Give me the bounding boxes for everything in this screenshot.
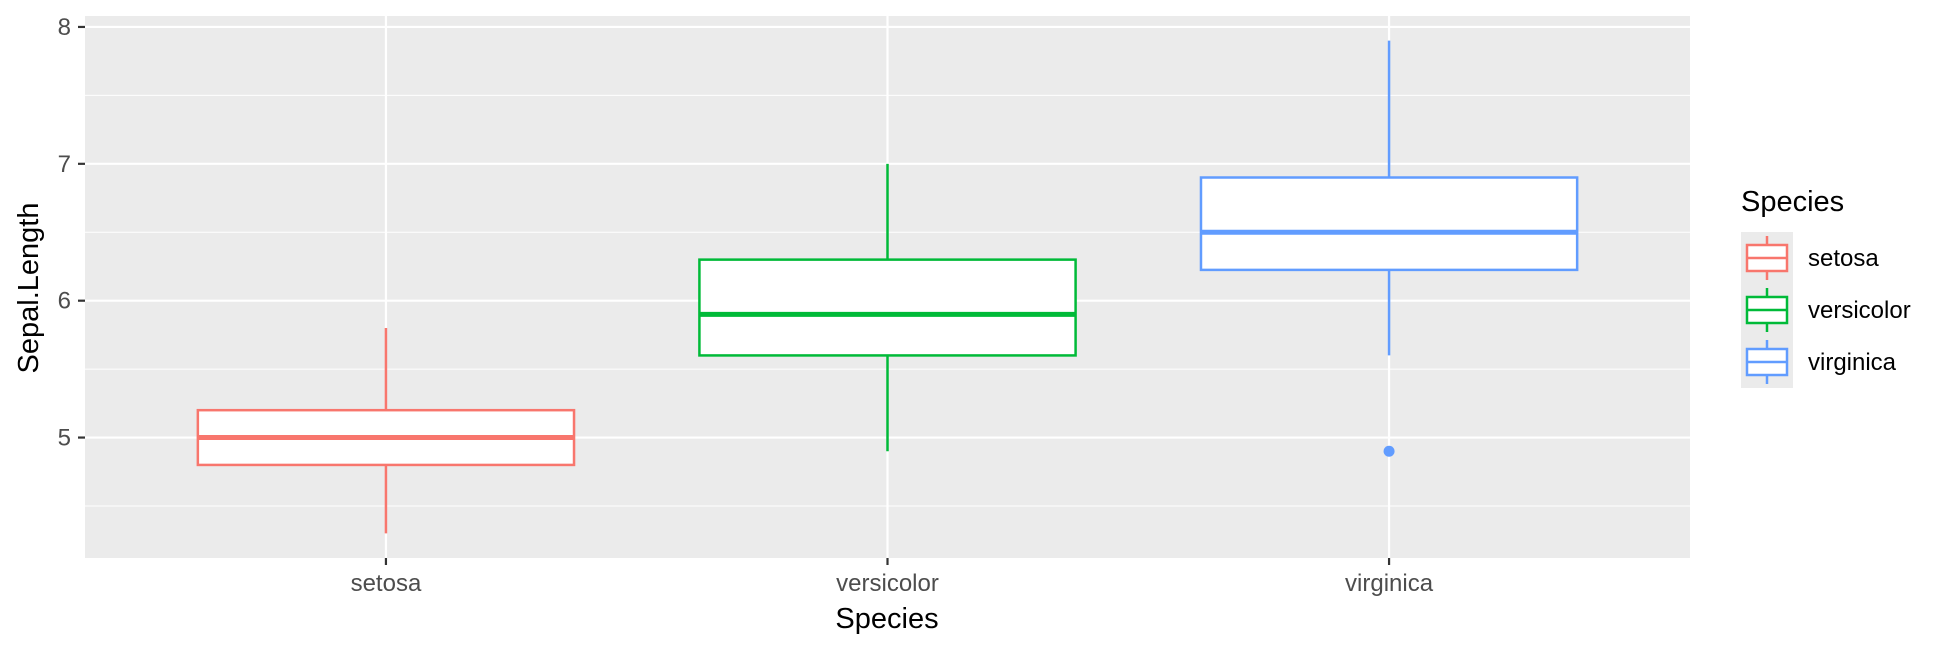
box-versicolor	[698, 163, 1077, 452]
boxes	[196, 40, 1579, 534]
axes: 5 6 7 8 setosa versicolor virginica	[58, 14, 1434, 597]
y-tick-label: 8	[58, 14, 71, 41]
x-tick-label: virginica	[1345, 570, 1434, 597]
legend-label: setosa	[1808, 245, 1879, 272]
box-body	[698, 258, 1077, 357]
box-virginica	[1199, 40, 1579, 457]
y-axis-title: Sepal.Length	[13, 203, 45, 374]
legend-label: versicolor	[1808, 297, 1911, 324]
box-setosa	[196, 328, 576, 534]
legend-label: virginica	[1808, 349, 1897, 376]
legend-item-setosa: setosa	[1741, 232, 1879, 284]
x-tick-label: versicolor	[836, 570, 939, 597]
legend-title: Species	[1741, 186, 1844, 218]
outlier-point	[1383, 445, 1395, 457]
box-body	[1199, 176, 1579, 272]
y-tick-label: 6	[58, 288, 71, 315]
legend-item-virginica: virginica	[1741, 336, 1897, 388]
y-tick-label: 7	[58, 151, 71, 178]
legend-item-versicolor: versicolor	[1741, 284, 1911, 336]
y-tick-label: 5	[58, 425, 71, 452]
x-axis-title: Species	[835, 603, 938, 635]
legend: Species setosa versicolor virginica	[1741, 186, 1911, 388]
x-tick-label: setosa	[351, 570, 422, 597]
